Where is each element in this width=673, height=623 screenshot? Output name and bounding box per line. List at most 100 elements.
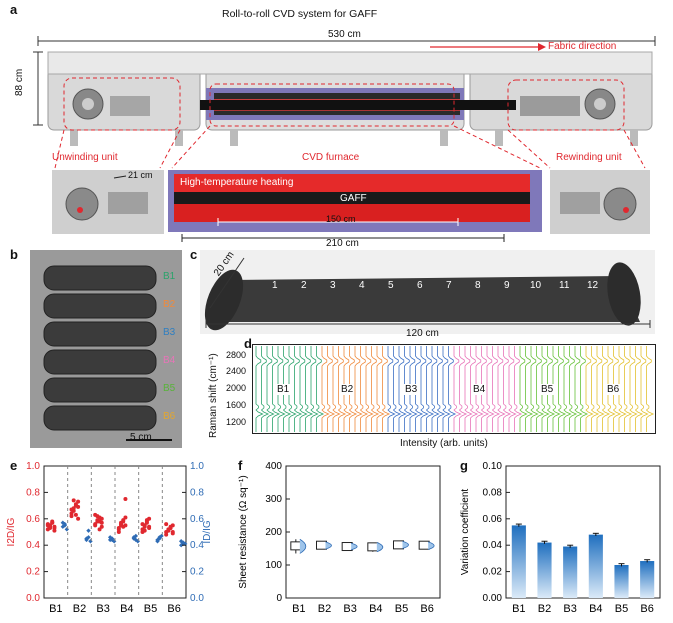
chart-e-point-i2d-b6 (166, 528, 171, 533)
raman-spectrum-b2-7 (354, 346, 363, 432)
raman-plot (252, 344, 656, 434)
point-12: 12 (587, 280, 599, 291)
point-4: 4 (359, 280, 365, 291)
raman-spectrum-b2-8 (359, 346, 369, 432)
raman-spectrum-b4-9 (497, 346, 506, 432)
raman-spectrum-b4-7 (486, 346, 495, 432)
chart-f-box-b3 (341, 542, 353, 552)
raman-spectrum-b4-3 (464, 346, 473, 432)
chart-e-ytick-left: 0.8 (26, 487, 40, 498)
raman-ytick-2000: 2000 (226, 383, 247, 393)
raman-group-b1: B1 (276, 384, 291, 395)
chart-e-point-i2d-b3 (95, 514, 100, 519)
chart-e-point-id-b4 (131, 535, 137, 540)
chart-f-box-b6 (418, 540, 430, 550)
roll-label-b5: B5 (163, 383, 176, 394)
chart-e-point-i2d-b3 (99, 516, 104, 521)
width-530-label: 530 cm (328, 29, 361, 40)
chart-f-xtick-b3: B3 (343, 603, 356, 615)
chart-f: 0 100 200 300 400 B1 B2 B3 B4 B5 B6 Sheet resistanc… (238, 461, 441, 615)
raman-spectrum-b6-3 (596, 346, 605, 432)
chart-e-point-i2d-b4 (123, 523, 128, 528)
chart-g-bar-b4 (588, 534, 603, 598)
chart-f-xtick-b5: B5 (395, 603, 408, 615)
raman-spectrum-b1-9 (299, 346, 308, 432)
roll-label-b3: B3 (163, 327, 176, 338)
chart-e-point-i2d-b2 (69, 511, 74, 516)
raman-spectrum-b4-2 (458, 346, 468, 432)
roll-label-b6: B6 (163, 411, 176, 422)
chart-e-ytick-left: 0.2 (26, 567, 40, 578)
chart-f-violin-b4 (376, 542, 384, 553)
chart-f-ytick: 400 (265, 461, 282, 472)
chart-e-xtick-b2: B2 (73, 603, 86, 615)
chart-f-xtick-b4: B4 (369, 603, 382, 615)
chart-g-ytick: 0.02 (483, 567, 503, 578)
chart-e-ytick-left: 0.0 (26, 593, 40, 604)
raman-spectrum-b4-11 (508, 346, 517, 432)
roll-label-b2: B2 (163, 299, 176, 310)
chart-g-xtick-b6: B6 (640, 603, 653, 615)
chart-g-bar-b5 (614, 565, 629, 598)
chart-e-point-id-b6 (178, 539, 184, 544)
chart-g-bar-b2 (537, 542, 552, 598)
raman-spectrum-b6-1 (585, 346, 594, 432)
raman-xlabel: Intensity (arb. units) (400, 438, 488, 449)
chart-f-violin-b6 (428, 541, 435, 550)
raman-spectrum-b5-2 (524, 346, 534, 432)
chart-e: B1 B2 B3 B4 B5 B6 0.0 0.0 0.2 0.2 0.4 0.4 0.6 0.6 0.8 0… (6, 461, 213, 615)
point-7: 7 (446, 280, 452, 291)
chart-g-ytick: 0.08 (483, 487, 503, 498)
raman-ytick-1200: 1200 (226, 417, 247, 427)
chart-e-point-i2d-b2 (76, 499, 81, 504)
chart-e-point-i2d-b5 (142, 528, 147, 533)
chart-f-box-b4 (367, 542, 379, 552)
chart-g-frame (505, 465, 661, 599)
chart-e-ytick-left: 1.0 (26, 461, 40, 472)
raman-spectrum-b3-9 (431, 346, 440, 432)
raman-spectrum-b1-11 (310, 346, 319, 432)
chart-e-xtick-b3: B3 (96, 603, 109, 615)
raman-spectrum-b2-1 (321, 346, 330, 432)
gap-21-label: 21 cm (128, 170, 153, 180)
chart-e-point-id-b4 (135, 539, 141, 544)
raman-group-b2: B2 (340, 384, 355, 395)
chart-e-point-i2d-b4 (123, 515, 128, 520)
chart-e-point-i2d-b6 (170, 530, 175, 534)
raman-spectrum-b4-1 (453, 346, 462, 432)
chart-g-xtick-b4: B4 (589, 603, 602, 615)
chart-e-point-i2d-b5 (144, 518, 149, 523)
chart-g-xtick-b1: B1 (512, 603, 525, 615)
chart-f-frame (285, 465, 441, 599)
chart-e-ytick-right: 1.0 (190, 461, 204, 472)
raman-spectrum-b1-10 (304, 346, 314, 432)
gaff-label: GAFF (340, 193, 367, 204)
chart-g-bar-b3 (563, 546, 578, 598)
raman-spectrum-b2-4 (337, 346, 347, 432)
fabric-length-label: 120 cm (406, 328, 439, 339)
raman-spectrum-b2-10 (370, 346, 380, 432)
point-2: 2 (301, 280, 307, 291)
raman-spectrum-b3-10 (436, 346, 446, 432)
raman-spectrum-b5-12 (579, 346, 589, 432)
raman-spectrum-b3-11 (442, 346, 451, 432)
chart-e-point-i2d-b5 (147, 524, 152, 529)
raman-spectrum-b6-2 (590, 346, 600, 432)
raman-spectrum-b2-9 (365, 346, 374, 432)
raman-spectrum-b2-3 (332, 346, 341, 432)
chart-e-point-i2d-b3 (99, 524, 104, 529)
raman-ylabel: Raman shift (cm⁻¹) (208, 353, 219, 438)
panel-label-c: c (190, 247, 198, 262)
point-8: 8 (475, 280, 481, 291)
chart-e-ytick-right: 0.4 (190, 540, 204, 551)
panel-label-d: d (244, 336, 252, 351)
raman-spectrum-b2-12 (381, 346, 391, 432)
rewinding-unit-label: Rewinding unit (556, 152, 622, 163)
chart-e-ylabel-left: I2D/IG (6, 517, 17, 546)
chart-g-ylabel: Variation coefficient (460, 489, 471, 576)
chart-e-point-i2d-b6 (168, 526, 173, 531)
raman-spectrum-b5-10 (568, 346, 578, 432)
unwinding-unit-label: Unwinding unit (52, 152, 118, 163)
chart-e-xtick-b6: B6 (167, 603, 180, 615)
chart-e-ytick-left: 0.6 (26, 514, 40, 525)
